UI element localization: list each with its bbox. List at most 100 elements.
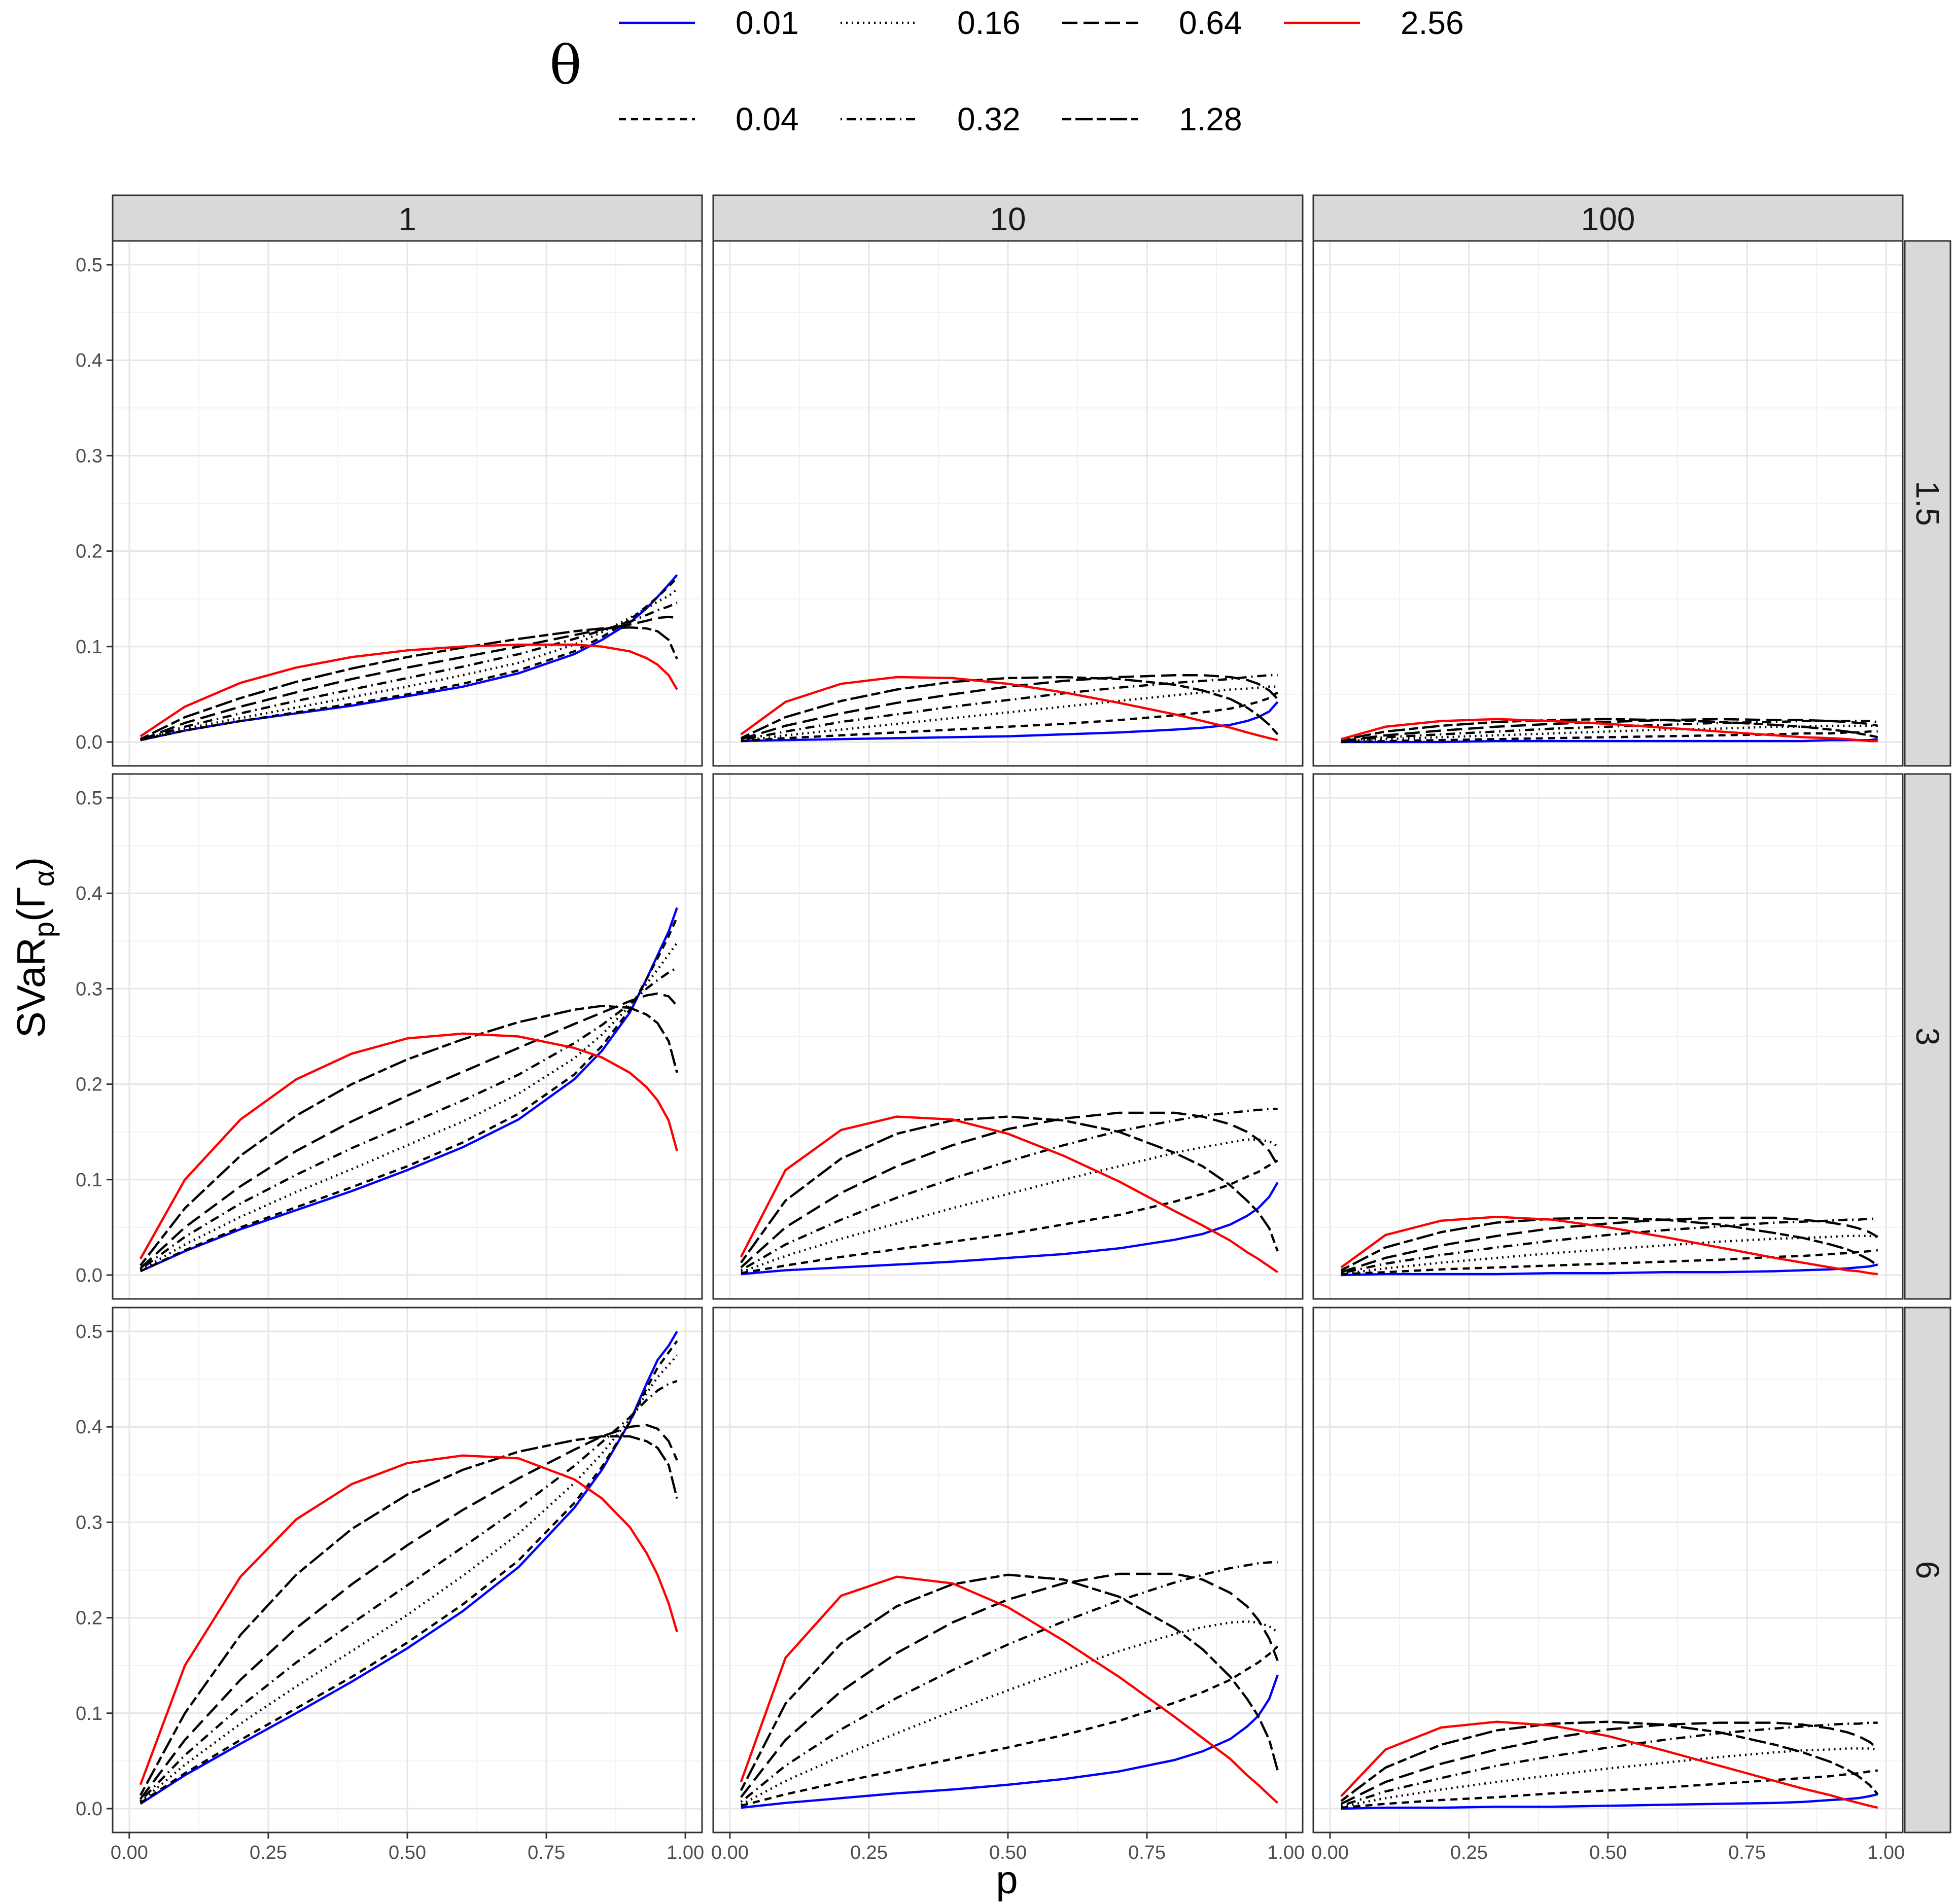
x-tick-label: 0.25 xyxy=(1450,1842,1488,1863)
y-axis-title-close: ) xyxy=(9,857,53,870)
series-line-1.28 xyxy=(1341,718,1878,742)
series-line-0.16 xyxy=(740,1620,1278,1806)
series-line-0.64 xyxy=(139,1424,678,1800)
x-tick-label: 0.50 xyxy=(989,1842,1027,1863)
series-line-2.56 xyxy=(139,1454,678,1785)
legend: θ 0.01 0.04 0.16 0.32 0.64 1.28 2.56 xyxy=(549,5,1463,137)
series-line-0.04 xyxy=(741,1645,1279,1807)
series-line-2.56 xyxy=(740,1575,1279,1804)
series-line-2.56 xyxy=(740,1115,1278,1274)
series-line-0.16 xyxy=(139,1354,678,1803)
row-strip: 1.5 xyxy=(1904,240,1951,767)
y-tick-label: 0.0 xyxy=(76,1799,102,1820)
x-tick-label: 0.50 xyxy=(1589,1842,1627,1863)
column-strip-label: 100 xyxy=(1581,201,1635,237)
panel-border xyxy=(1312,240,1904,767)
series-line-0.32 xyxy=(1341,720,1878,743)
y-tick-label: 0.2 xyxy=(76,1608,102,1629)
y-tick-label: 0.1 xyxy=(76,1170,102,1191)
legend-title: θ xyxy=(549,34,581,96)
panel-border xyxy=(112,240,703,767)
series-line-0.64 xyxy=(1340,1721,1879,1805)
series-line-0.04 xyxy=(1341,730,1878,744)
y-tick-label: 0.1 xyxy=(76,1703,102,1724)
y-tick-label: 0.3 xyxy=(76,445,102,467)
panel-10-6: 0.00 0.25 0.50 0.75 1.00 xyxy=(711,1307,1305,1863)
x-axis-title: p xyxy=(996,1857,1018,1902)
series-line-1.28 xyxy=(740,1115,1279,1263)
facet-panels: 1 10 1001.5360.00.10.20.30.40.50.00.10.20.… xyxy=(76,194,1951,1863)
x-tick-label: 0.25 xyxy=(250,1842,287,1863)
series-line-0.32 xyxy=(140,602,678,742)
series-line-0.32 xyxy=(139,967,678,1271)
series-line-0.16 xyxy=(140,588,678,742)
column-strip-label: 1 xyxy=(398,201,416,237)
legend-item: 0.04 xyxy=(619,101,799,137)
series-line-2.56 xyxy=(139,643,678,737)
y-axis-title-main: SVaR xyxy=(9,937,53,1038)
panel-10-3 xyxy=(712,773,1304,1300)
svg-text:SVaRp(Γα): SVaRp(Γα) xyxy=(9,857,60,1038)
panel-100-1.5 xyxy=(1312,240,1904,767)
series-line-0.01 xyxy=(741,1674,1279,1809)
panel-border xyxy=(112,773,703,1300)
panel-100-3 xyxy=(1312,773,1904,1300)
y-tick-label: 0.4 xyxy=(76,1417,102,1438)
y-tick-label: 0.3 xyxy=(76,1512,102,1533)
panel-10-1.5 xyxy=(712,240,1304,767)
y-axis-title-argument-subscript: α xyxy=(28,870,60,887)
panel-1-1.5: 0.0 0.1 0.2 0.3 0.4 0.5 xyxy=(76,240,703,767)
series-line-0.04 xyxy=(741,1159,1278,1275)
legend-item: 2.56 xyxy=(1284,5,1464,41)
legend-item: 0.32 xyxy=(841,101,1021,137)
panel-1-3: 0.0 0.1 0.2 0.3 0.4 0.5 xyxy=(76,773,703,1300)
series-line-0.01 xyxy=(741,701,1279,743)
legend-label: 0.04 xyxy=(736,101,799,137)
y-tick-label: 0.5 xyxy=(76,1321,102,1343)
row-strip-label: 1.5 xyxy=(1909,481,1946,526)
x-tick-label: 0.00 xyxy=(711,1842,749,1863)
series-line-2.56 xyxy=(139,1032,678,1260)
x-tick-label: 0.75 xyxy=(1728,1842,1766,1863)
legend-label: 0.01 xyxy=(736,5,799,41)
panel-100-6: 0.00 0.25 0.50 0.75 1.00 xyxy=(1311,1307,1905,1863)
y-tick-label: 0.2 xyxy=(76,541,102,562)
series-line-2.56 xyxy=(1340,1720,1878,1809)
series-line-0.16 xyxy=(1341,1235,1878,1276)
y-axis-title-subscript: p xyxy=(28,922,60,937)
row-strip: 6 xyxy=(1904,1307,1951,1834)
y-tick-label: 0.4 xyxy=(76,883,102,904)
column-strip: 1 xyxy=(112,194,703,242)
series-line-0.64 xyxy=(740,1572,1279,1798)
series-line-0.04 xyxy=(139,916,678,1273)
panel-border xyxy=(712,240,1304,767)
legend-label: 0.64 xyxy=(1179,5,1242,41)
series-line-1.28 xyxy=(740,676,1279,739)
series-line-1.28 xyxy=(740,1573,1279,1791)
series-line-0.64 xyxy=(741,674,1279,741)
legend-item: 0.16 xyxy=(841,5,1021,41)
series-line-0.04 xyxy=(139,1340,678,1804)
series-line-0.64 xyxy=(1341,1216,1878,1274)
x-tick-label: 0.75 xyxy=(1128,1842,1166,1863)
y-axis-title: SVaRp(Γα) xyxy=(9,857,60,1038)
y-axis-title-argument: (Γ xyxy=(9,887,53,922)
legend-item: 0.64 xyxy=(1062,5,1242,41)
series-line-0.64 xyxy=(139,616,677,742)
series-line-2.56 xyxy=(740,676,1278,742)
series-line-0.01 xyxy=(1341,1263,1878,1277)
y-tick-label: 0.4 xyxy=(76,350,102,371)
series-line-0.64 xyxy=(1341,718,1878,743)
legend-label: 0.16 xyxy=(957,5,1021,41)
panel-border xyxy=(712,773,1304,1300)
legend-item: 1.28 xyxy=(1062,101,1242,137)
series-line-0.01 xyxy=(1341,1793,1878,1810)
legend-label: 1.28 xyxy=(1179,101,1242,137)
legend-label: 2.56 xyxy=(1401,5,1464,41)
y-tick-label: 0.0 xyxy=(76,732,102,753)
legend-label: 0.32 xyxy=(957,101,1021,137)
panel-border xyxy=(1312,773,1904,1300)
legend-item: 0.01 xyxy=(619,5,799,41)
y-tick-label: 0.0 xyxy=(76,1265,102,1286)
